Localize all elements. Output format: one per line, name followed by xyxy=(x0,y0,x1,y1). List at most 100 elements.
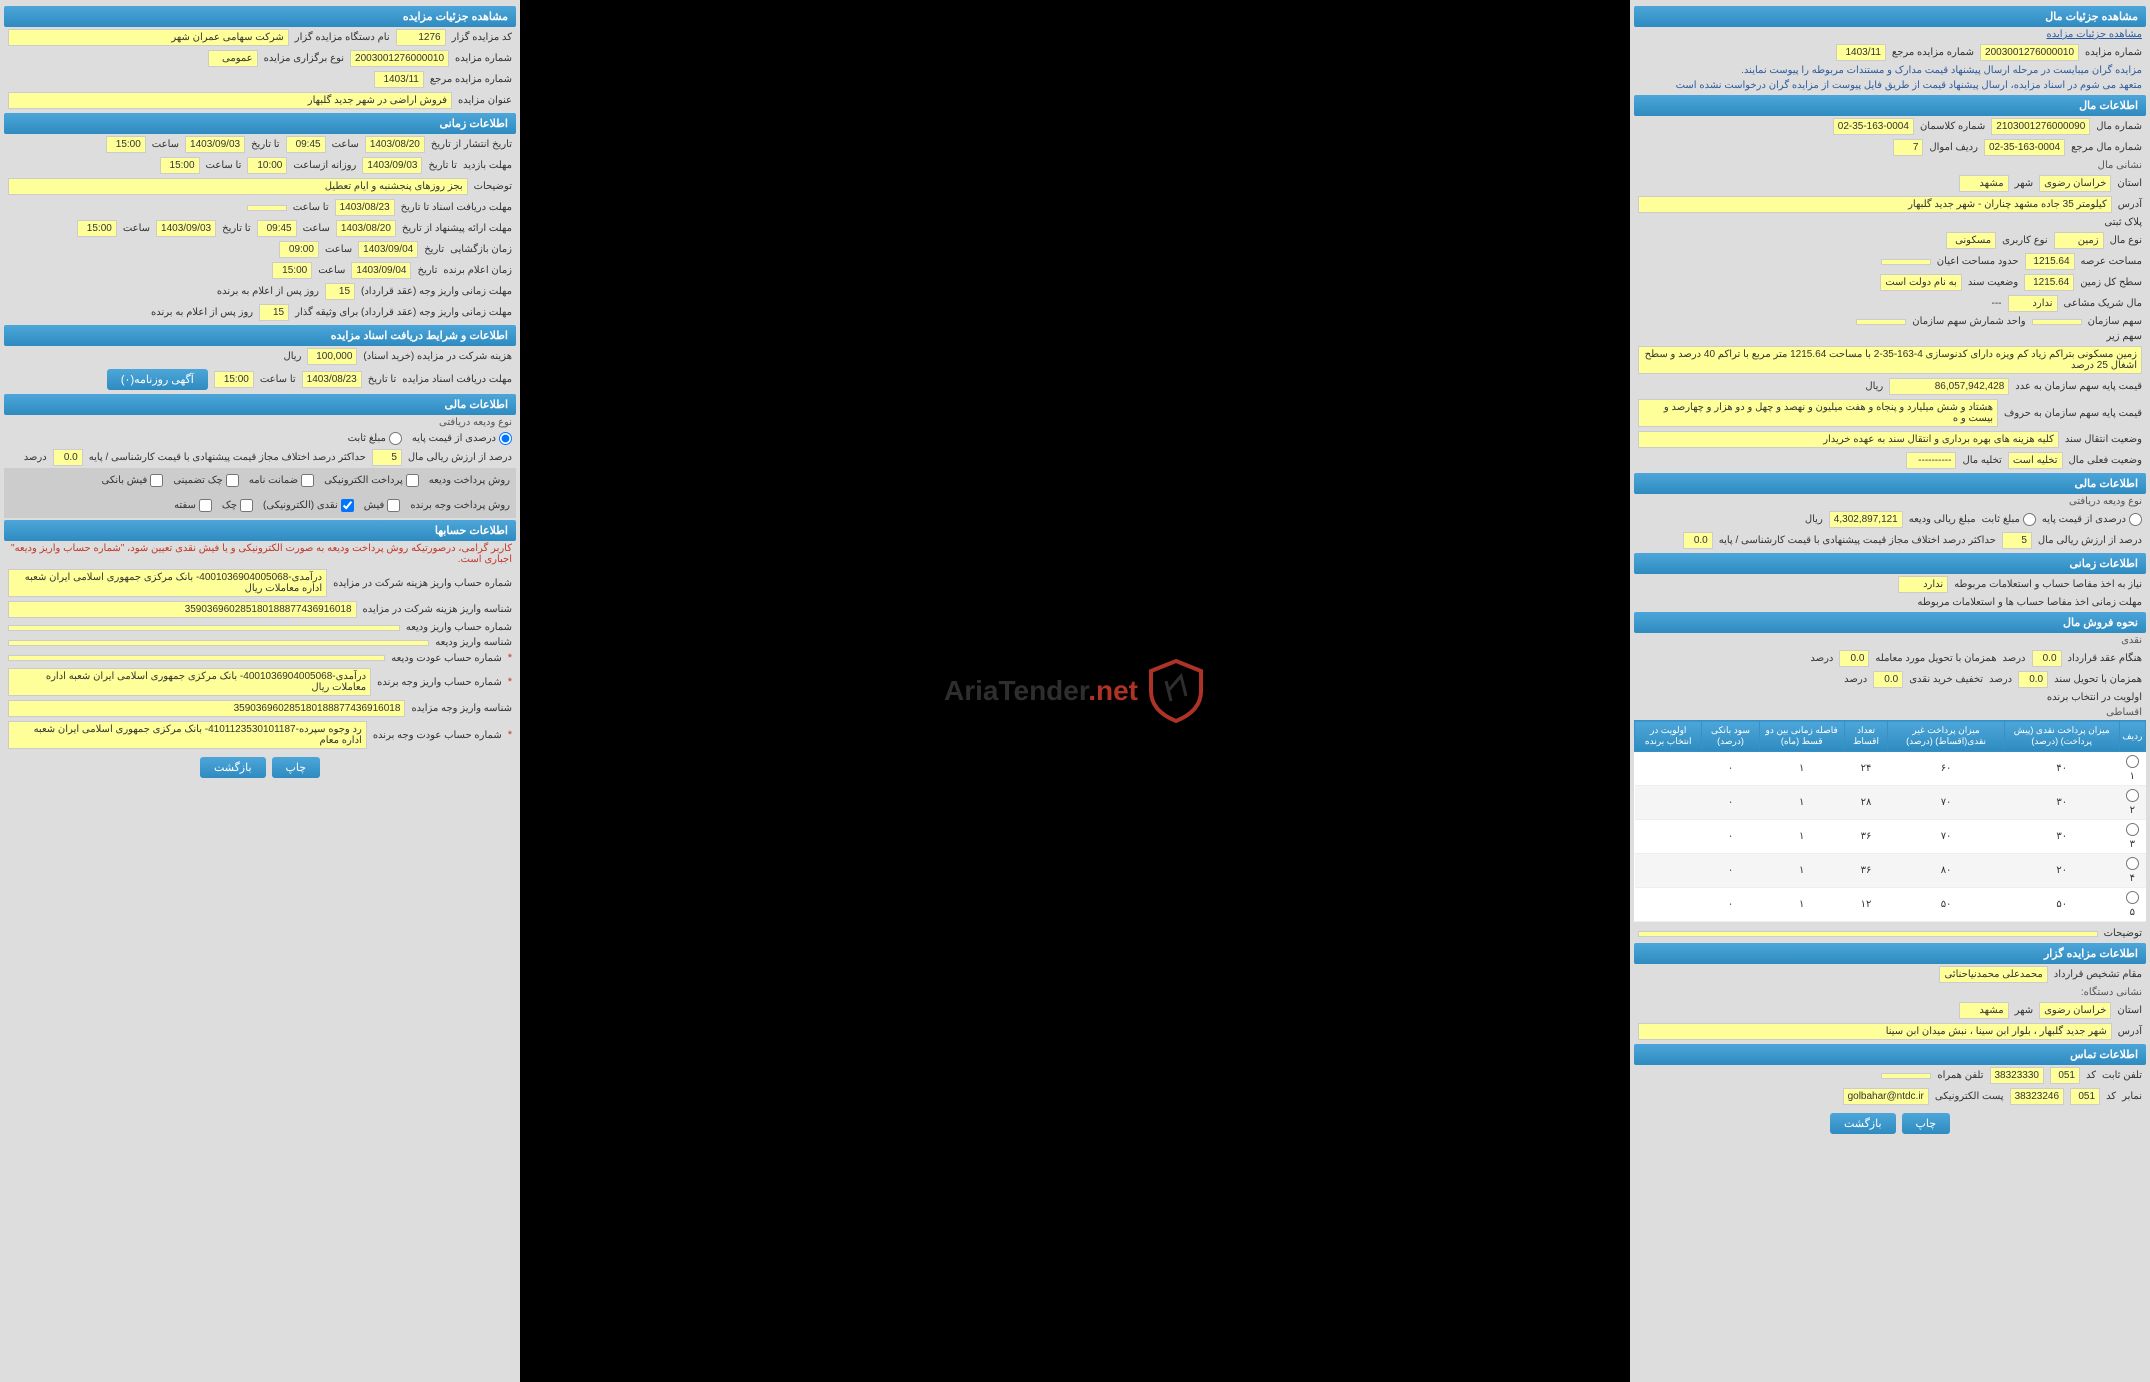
l-d2-1: مهلت زمانی واریز وجه (عقد قرارداد) برای … xyxy=(295,307,512,318)
l-t5-4: ساعت xyxy=(123,223,150,234)
chk-fish[interactable] xyxy=(387,499,400,512)
lbl-fixed-r: مبلغ ثابت xyxy=(348,433,386,444)
l-t5-2: ساعت xyxy=(303,223,330,234)
table-cell xyxy=(1635,854,1702,888)
fld-ptype: زمین xyxy=(2054,232,2104,249)
lbl-on-doc: همزمان با تحویل سند xyxy=(2054,674,2142,685)
table-cell: ۱ xyxy=(1759,752,1844,786)
lbl-base-word: قیمت پایه سهم سازمان به حروف xyxy=(2004,408,2142,419)
lbl-clearance-deadline: مهلت زمانی اخذ مفاصا حساب ها و استعلامات… xyxy=(1917,597,2142,608)
lbl-total-land: سطح کل زمین xyxy=(2080,277,2142,288)
left-panel: مشاهده جزئیات مال مشاهده جزئیات مزایده ش… xyxy=(1630,0,2150,1382)
radio-fixed-l[interactable] xyxy=(2023,513,2036,526)
chk-safteh[interactable] xyxy=(199,499,212,512)
chk-guarantee[interactable] xyxy=(301,474,314,487)
fld-org-share xyxy=(2032,319,2082,325)
l-t4-2: تا ساعت xyxy=(293,202,329,213)
f-t6-3: 09:00 xyxy=(279,241,319,258)
l-a1: شماره حساب واریز هزینه شرکت در مزایده xyxy=(333,578,512,589)
fld-hold-type: عمومی xyxy=(208,50,258,67)
table-cell xyxy=(1635,786,1702,820)
fld-on-doc: 0.0 xyxy=(2018,671,2048,688)
row-radio[interactable] xyxy=(2126,755,2139,768)
lbl-auction-no: شماره مزایده xyxy=(2085,47,2142,58)
f-t4-1: 1403/08/23 xyxy=(335,199,395,216)
l-a6: شماره حساب واریز وجه برنده xyxy=(377,677,502,688)
sub-cash: نقدی xyxy=(1634,633,2146,648)
view-auction-link[interactable]: مشاهده جزئیات مزایده xyxy=(2046,29,2142,40)
f-t2-3: 10:00 xyxy=(247,157,287,174)
table-cell xyxy=(1635,888,1702,922)
f-t7-2: 1403/09/04 xyxy=(351,262,411,279)
table-cell: ۱ xyxy=(2119,752,2145,786)
row-radio[interactable] xyxy=(2126,857,2139,870)
row-radio[interactable] xyxy=(2126,789,2139,802)
row-radio[interactable] xyxy=(2126,891,2139,904)
lbl-row-assets: ردیف اموال xyxy=(1929,142,1978,153)
row-radio[interactable] xyxy=(2126,823,2139,836)
lbl-fixed-l: مبلغ ثابت xyxy=(1982,514,2020,525)
lbl-class: شماره کلاسمان xyxy=(1920,121,1985,132)
header-contact: اطلاعات تماس xyxy=(1634,1044,2146,1065)
lbl-pct3: درصد xyxy=(1989,674,2012,685)
header-property-info: اطلاعات مال xyxy=(1634,95,2146,116)
lbl-pct-l: درصدی از قیمت پایه xyxy=(2042,514,2126,525)
l-t5-3: تا تاریخ xyxy=(222,223,251,234)
fld-transfer: کلیه هزینه های بهره برداری و انتقال سند … xyxy=(1638,431,2059,448)
l-t5-1: مهلت ارائه پیشنهاد از تاریخ xyxy=(402,223,512,234)
lbl-code1: کد xyxy=(2086,1070,2096,1081)
table-header: اولویت در انتخاب برنده xyxy=(1635,721,1702,752)
lbl-title: عنوان مزایده xyxy=(458,95,512,106)
chk-check[interactable] xyxy=(226,474,239,487)
lbl-building-area: حدود مساحت اعیان xyxy=(1937,256,2019,267)
f-t5-1: 1403/08/20 xyxy=(336,220,396,237)
table-cell: ۰ xyxy=(1702,752,1759,786)
print-button-r[interactable]: چاپ xyxy=(272,757,321,778)
l-a4: شناسه واریز ودیعه xyxy=(435,637,512,648)
f-t5-2: 09:45 xyxy=(257,220,297,237)
l-a2: شناسه واریز هزینه شرکت در مزایده xyxy=(363,604,512,615)
chk-elec[interactable] xyxy=(406,474,419,487)
sub-deposit-type-l: نوع ودیعه دریافتی xyxy=(1634,494,2146,509)
lbl-mobile: تلفن همراه xyxy=(1937,1070,1983,1081)
table-row: ۵۵۰۵۰۱۲۱۰ xyxy=(1635,888,2146,922)
fld-desc: زمین مسکونی بتراکم زیاد کم ویزه دارای کد… xyxy=(1638,346,2142,374)
table-cell: ۲۴ xyxy=(1844,752,1888,786)
table-cell xyxy=(1635,820,1702,854)
fld-title: فروش اراضی در شهر جدید گلبهار xyxy=(8,92,452,109)
lbl-rial2: ریال xyxy=(1805,514,1823,525)
back-button-r[interactable]: بازگشت xyxy=(200,757,266,778)
table-header: سود بانکی (درصد) xyxy=(1702,721,1759,752)
table-cell: ۰ xyxy=(1702,786,1759,820)
note-commit: متعهد می شوم در اسناد مزایده، ارسال پیشن… xyxy=(1634,78,2146,93)
f-a2: 359036960285180188877436916018 xyxy=(8,601,357,618)
l-t1-3: تا تاریخ xyxy=(251,139,280,150)
l-s2-2: تا تاریخ xyxy=(368,374,397,385)
l-d1-2: روز پس از اعلام به برنده xyxy=(217,286,319,297)
chk-bank[interactable] xyxy=(150,474,163,487)
chk-cash[interactable] xyxy=(341,499,354,512)
print-button-l[interactable]: چاپ xyxy=(1902,1113,1951,1134)
l-f2-3: درصد xyxy=(24,452,47,463)
l-t7-3: ساعت xyxy=(318,265,345,276)
fld-phone: 38323330 xyxy=(1990,1067,2045,1084)
sub-org-addr: نشانی دستگاه: xyxy=(1634,985,2146,1000)
newspaper-button[interactable]: آگهی روزنامه(۰) xyxy=(107,369,208,390)
lbl-base-num: قیمت پایه سهم سازمان به عدد xyxy=(2015,381,2142,392)
radio-pct-r[interactable] xyxy=(499,432,512,445)
table-cell: ۶۰ xyxy=(1888,752,2005,786)
f-t2-2: 1403/09/03 xyxy=(362,157,422,174)
chk-check2[interactable] xyxy=(240,499,253,512)
lbl-max-diff-l: حداکثر درصد اختلاف مجاز قیمت پیشنهادی با… xyxy=(1719,535,1996,546)
table-cell: ۱۲ xyxy=(1844,888,1888,922)
lbl-city: شهر xyxy=(2015,178,2034,189)
radio-fixed-r[interactable] xyxy=(389,432,402,445)
lbl-check2: چک xyxy=(222,500,237,511)
back-button-l[interactable]: بازگشت xyxy=(1830,1113,1896,1134)
lbl-tdesc: توضیحات xyxy=(2104,928,2142,939)
fld-tdesc xyxy=(1638,931,2098,937)
lbl-fish: فیش xyxy=(364,500,385,511)
radio-pct-l[interactable] xyxy=(2129,513,2142,526)
f-s1-1: 100,000 xyxy=(307,348,357,365)
lbl-share-unit: واحد شمارش سهم سازمان xyxy=(1912,316,2025,327)
